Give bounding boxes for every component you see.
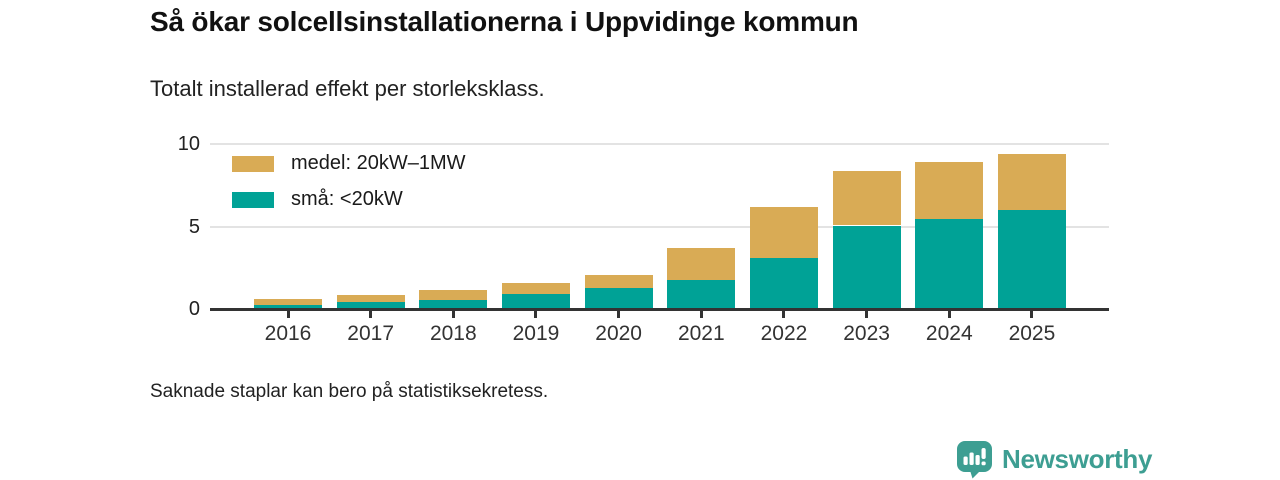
ytick-label-0: 0 (188, 298, 200, 320)
xtick-2019 (534, 311, 538, 318)
bar-2022-medel (749, 207, 818, 258)
footnote: Saknade staplar kan bero på statistiksek… (150, 381, 549, 402)
bar-2019-medel (501, 282, 570, 294)
bar-2019-sma (501, 293, 570, 308)
xtick-2023 (865, 311, 869, 318)
xtick-label-2023: 2023 (843, 322, 890, 345)
xtick-2020 (617, 311, 621, 318)
chart-legend: medel: 20kW–1MW små: <20kW (232, 152, 466, 224)
bar-2017-sma (336, 301, 405, 308)
gridline-10 (210, 143, 1109, 145)
xtick-label-2019: 2019 (512, 322, 560, 345)
xtick-label-2020: 2020 (595, 322, 642, 345)
legend-swatch-sma (232, 191, 274, 208)
page-title: Så ökar solcellsinstallationerna i Uppvi… (150, 6, 859, 37)
xtick-2024 (947, 311, 951, 318)
bar-2020-medel (584, 274, 653, 289)
xtick-2017 (369, 311, 373, 318)
chart-subtitle: Totalt installerad effekt per storlekskl… (150, 76, 545, 101)
bar-2021-sma (667, 280, 736, 308)
xtick-label-2021: 2021 (677, 322, 725, 345)
xtick-2025 (1030, 311, 1034, 318)
bar-2024-medel (915, 162, 984, 219)
newsworthy-brand: Newsworthy (956, 440, 1152, 479)
x-axis-line (210, 308, 1109, 311)
legend-item-medel: medel: 20kW–1MW (232, 152, 466, 175)
legend-label-sma: små: <20kW (291, 188, 403, 210)
newsworthy-logo-icon (957, 441, 992, 479)
bar-2023-sma (832, 225, 901, 308)
xtick-label-2018: 2018 (429, 322, 477, 345)
bar-2025-medel (997, 153, 1066, 210)
bar-2024-sma (915, 218, 984, 308)
bar-2018-sma (419, 300, 488, 308)
legend-item-sma: små: <20kW (232, 188, 466, 211)
legend-swatch-medel (232, 155, 274, 172)
bar-2016-medel (254, 299, 322, 305)
bar-2016-sma (254, 304, 322, 308)
bar-2023-medel (832, 171, 901, 226)
xtick-label-2016: 2016 (264, 322, 312, 345)
bar-2022-sma (749, 257, 818, 308)
xtick-label-2024: 2024 (925, 322, 973, 345)
xtick-label-2017: 2017 (347, 322, 395, 345)
ytick-label-5: 5 (188, 215, 200, 238)
bar-2025-sma (997, 209, 1066, 308)
legend-label-medel: medel: 20kW–1MW (291, 152, 466, 174)
xtick-2021 (699, 311, 703, 318)
ytick-label-10: 10 (177, 133, 200, 155)
gridline-5 (210, 225, 1109, 228)
xtick-2016 (286, 311, 290, 318)
xtick-2022 (782, 311, 786, 318)
brand-name: Newsworthy (1002, 444, 1153, 474)
xtick-2018 (451, 311, 455, 318)
bar-2021-medel (667, 247, 736, 281)
xtick-label-2025: 2025 (1008, 322, 1056, 345)
bar-2020-sma (584, 288, 653, 308)
bar-2018-medel (419, 290, 488, 301)
bar-2017-medel (336, 295, 405, 302)
xtick-label-2022: 2022 (760, 322, 808, 345)
